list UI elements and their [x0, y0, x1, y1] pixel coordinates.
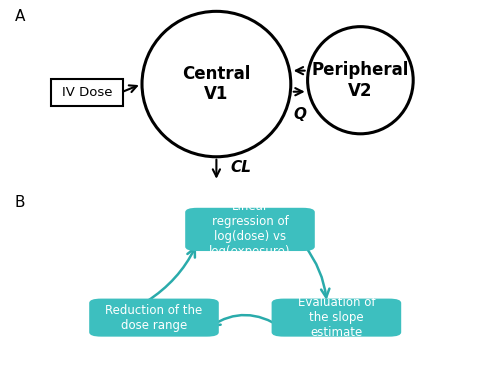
Text: Central
V1: Central V1: [182, 65, 250, 103]
FancyBboxPatch shape: [272, 298, 401, 337]
Text: Reduction of the
dose range: Reduction of the dose range: [106, 304, 202, 332]
Text: Q: Q: [294, 107, 306, 122]
Text: IV Dose: IV Dose: [62, 86, 112, 99]
FancyBboxPatch shape: [51, 79, 123, 106]
Text: Linear
regression of
log(dose) vs
log(exposure): Linear regression of log(dose) vs log(ex…: [209, 201, 291, 258]
Text: Evaluation of
the slope
estimate: Evaluation of the slope estimate: [298, 296, 375, 339]
FancyBboxPatch shape: [89, 298, 219, 337]
Text: A: A: [15, 10, 25, 24]
Ellipse shape: [308, 26, 413, 134]
Ellipse shape: [142, 11, 291, 157]
Text: CL: CL: [231, 160, 252, 175]
Text: Peripheral
V2: Peripheral V2: [312, 61, 409, 100]
Text: B: B: [15, 195, 26, 210]
FancyBboxPatch shape: [185, 208, 315, 251]
